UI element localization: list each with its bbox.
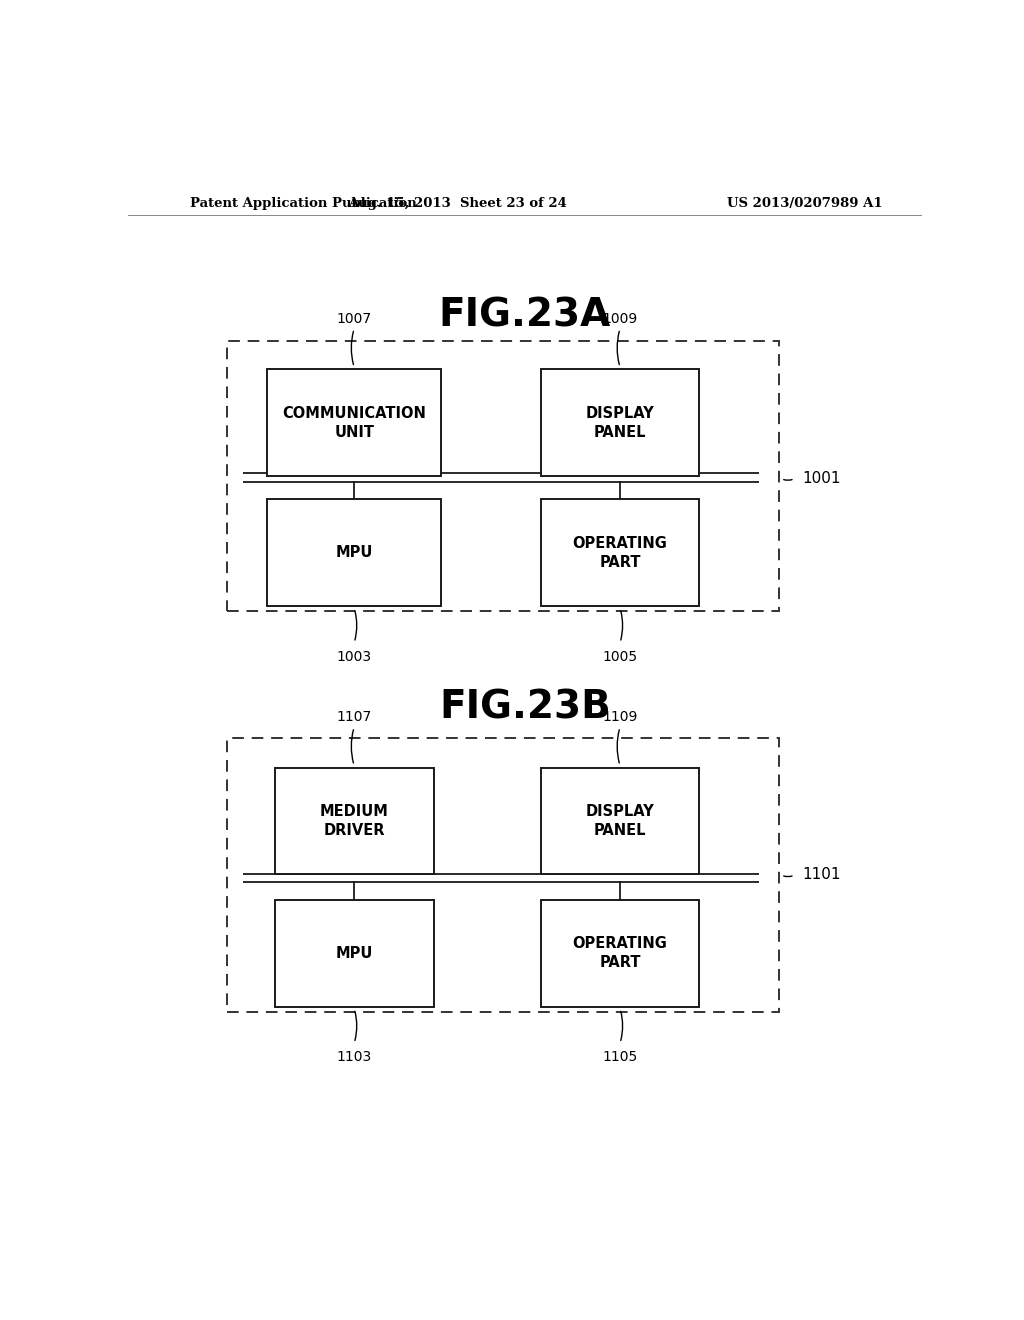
- Bar: [267, 499, 441, 606]
- Text: 1101: 1101: [803, 867, 841, 883]
- Text: 1007: 1007: [337, 312, 372, 326]
- Text: Aug. 15, 2013  Sheet 23 of 24: Aug. 15, 2013 Sheet 23 of 24: [348, 197, 566, 210]
- Text: MPU: MPU: [336, 945, 373, 961]
- Bar: [274, 768, 433, 874]
- Text: FIG.23B: FIG.23B: [439, 688, 610, 726]
- Text: FIG.23A: FIG.23A: [438, 297, 611, 335]
- Text: Patent Application Publication: Patent Application Publication: [189, 197, 417, 210]
- Text: COMMUNICATION
UNIT: COMMUNICATION UNIT: [283, 405, 426, 440]
- Bar: [267, 370, 441, 477]
- Text: DISPLAY
PANEL: DISPLAY PANEL: [586, 405, 654, 440]
- Text: 1109: 1109: [602, 710, 638, 725]
- Bar: [541, 900, 699, 1007]
- Bar: [541, 370, 699, 477]
- Bar: [541, 768, 699, 874]
- Text: 1105: 1105: [602, 1051, 638, 1064]
- Text: 1001: 1001: [803, 471, 841, 486]
- Text: OPERATING
PART: OPERATING PART: [572, 536, 668, 570]
- Text: 1003: 1003: [337, 649, 372, 664]
- Text: DISPLAY
PANEL: DISPLAY PANEL: [586, 804, 654, 838]
- Text: US 2013/0207989 A1: US 2013/0207989 A1: [727, 197, 883, 210]
- Text: OPERATING
PART: OPERATING PART: [572, 936, 668, 970]
- Text: MPU: MPU: [336, 545, 373, 560]
- Bar: [227, 342, 778, 611]
- Text: 1107: 1107: [337, 710, 372, 725]
- Text: 1005: 1005: [602, 649, 638, 664]
- Bar: [274, 900, 433, 1007]
- Text: 1103: 1103: [337, 1051, 372, 1064]
- Bar: [227, 738, 778, 1012]
- Bar: [541, 499, 699, 606]
- Text: 1009: 1009: [602, 312, 638, 326]
- Text: MEDIUM
DRIVER: MEDIUM DRIVER: [319, 804, 389, 838]
